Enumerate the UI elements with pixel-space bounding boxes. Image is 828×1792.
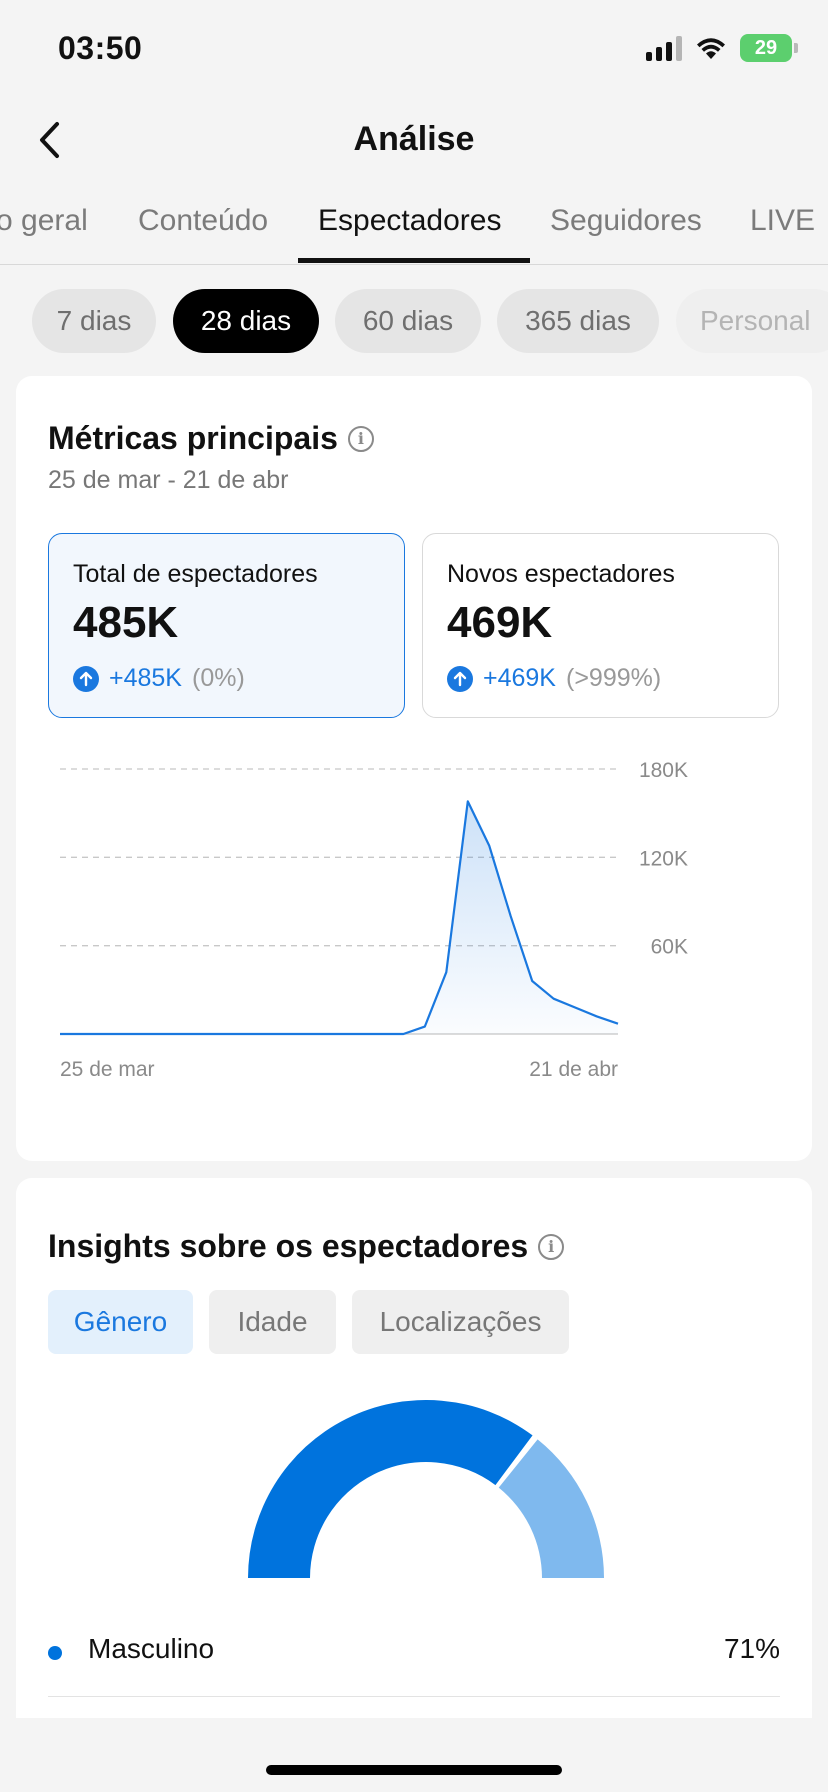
gender-donut-chart bbox=[248, 1400, 604, 1578]
info-icon[interactable]: i bbox=[538, 1233, 565, 1260]
wifi-icon bbox=[697, 38, 725, 59]
y-tick-label: 60K bbox=[651, 936, 688, 959]
arrow-up-icon bbox=[73, 665, 99, 692]
analytics-tabs: o geral Conteúdo Espectadores Seguidores… bbox=[0, 188, 828, 265]
legend-item-male: Masculino 71% bbox=[48, 1633, 780, 1697]
metric-total-viewers[interactable]: Total de espectadores 485K +485K (0%) bbox=[48, 533, 405, 718]
tab-locations[interactable]: Localizações bbox=[352, 1290, 569, 1354]
viewers-chart: 180K 120K 60K 25 de mar 21 de abr bbox=[60, 759, 688, 1081]
key-metrics-card: Métricas principais i 25 de mar - 21 de … bbox=[16, 376, 812, 1161]
metric-change: +469K (>999%) bbox=[447, 664, 661, 693]
active-tab-indicator bbox=[298, 258, 530, 263]
tab-age[interactable]: Idade bbox=[209, 1290, 336, 1354]
key-metrics-title: Métricas principais i bbox=[48, 420, 374, 457]
status-icons: 29 bbox=[646, 34, 798, 62]
insights-title: Insights sobre os espectadores i bbox=[48, 1228, 565, 1265]
status-bar: 03:50 29 bbox=[0, 0, 828, 100]
insights-title-text: Insights sobre os espectadores bbox=[48, 1228, 529, 1264]
metric-value: 485K bbox=[73, 598, 179, 647]
metric-label: Novos espectadores bbox=[447, 560, 675, 588]
legend-label: Masculino bbox=[88, 1633, 215, 1664]
donut-segment[interactable] bbox=[498, 1439, 604, 1578]
x-tick-label-end: 21 de abr bbox=[529, 1058, 618, 1081]
change-percent: (0%) bbox=[192, 664, 245, 692]
tab-viewers[interactable]: Espectadores bbox=[318, 204, 502, 237]
tab-live[interactable]: LIVE bbox=[750, 204, 816, 237]
range-custom[interactable]: Personal bbox=[676, 289, 828, 353]
change-value: +469K bbox=[483, 664, 556, 692]
area-fill bbox=[60, 801, 618, 1034]
metric-value: 469K bbox=[447, 598, 553, 647]
tab-gender[interactable]: Gênero bbox=[48, 1290, 193, 1354]
change-value: +485K bbox=[109, 664, 182, 692]
range-28-days[interactable]: 28 dias bbox=[173, 289, 319, 353]
viewer-insights-card: Insights sobre os espectadores i Gênero … bbox=[16, 1178, 812, 1718]
range-60-days[interactable]: 60 dias bbox=[335, 289, 481, 353]
cellular-signal-icon bbox=[646, 35, 682, 61]
range-7-days[interactable]: 7 dias bbox=[32, 289, 156, 353]
legend-dot bbox=[48, 1646, 62, 1660]
info-icon[interactable]: i bbox=[347, 425, 374, 452]
tab-followers[interactable]: Seguidores bbox=[550, 204, 702, 237]
series-line bbox=[60, 800, 619, 1036]
chevron-left-icon bbox=[40, 122, 59, 158]
metric-change: +485K (0%) bbox=[73, 664, 245, 693]
status-time: 03:50 bbox=[58, 30, 143, 66]
metric-label: Total de espectadores bbox=[73, 560, 318, 588]
legend-value: 71% bbox=[723, 1633, 780, 1664]
arrow-up-icon bbox=[447, 665, 473, 692]
battery-level: 29 bbox=[754, 36, 778, 59]
metric-new-viewers[interactable]: Novos espectadores 469K +469K (>999%) bbox=[422, 533, 779, 718]
page-title: Análise bbox=[353, 120, 475, 158]
tab-overview[interactable]: o geral bbox=[0, 204, 88, 237]
y-tick-label: 180K bbox=[639, 759, 688, 782]
y-tick-label: 120K bbox=[639, 847, 688, 870]
tab-content[interactable]: Conteúdo bbox=[138, 204, 269, 237]
nav-bar: Análise bbox=[0, 100, 828, 180]
date-range-selector: 7 dias 28 dias 60 dias 365 dias Personal bbox=[0, 289, 828, 353]
change-percent: (>999%) bbox=[566, 664, 662, 692]
x-tick-label-start: 25 de mar bbox=[60, 1058, 155, 1081]
key-metrics-title-text: Métricas principais bbox=[48, 420, 338, 456]
range-365-days[interactable]: 365 dias bbox=[497, 289, 659, 353]
date-range-label: 25 de mar - 21 de abr bbox=[48, 466, 289, 494]
donut-segment[interactable] bbox=[248, 1400, 533, 1578]
back-button[interactable] bbox=[28, 118, 72, 162]
home-indicator bbox=[266, 1765, 562, 1775]
battery-icon: 29 bbox=[740, 34, 798, 62]
